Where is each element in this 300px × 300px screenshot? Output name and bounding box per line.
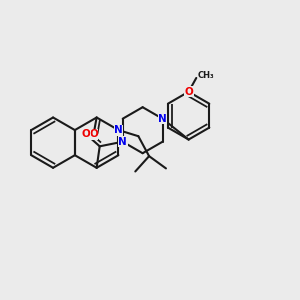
Text: O: O (184, 87, 193, 97)
Text: CH₃: CH₃ (198, 71, 214, 80)
Text: N: N (114, 125, 123, 135)
Text: O: O (89, 129, 98, 140)
Text: O: O (82, 129, 90, 139)
Text: N: N (158, 114, 167, 124)
Text: N: N (118, 137, 127, 147)
